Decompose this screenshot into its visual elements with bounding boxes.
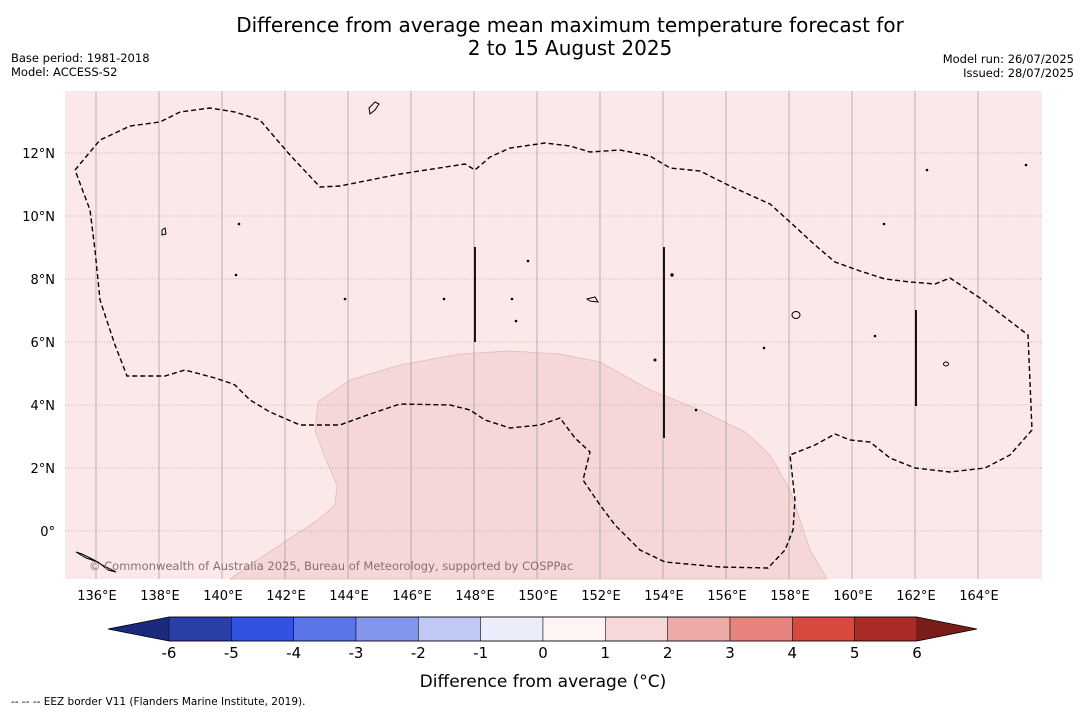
colorbar-tick-label: 2	[663, 644, 673, 662]
colorbar-cell	[542, 616, 606, 642]
lon-label: 146°E	[392, 589, 432, 604]
lon-label: 158°E	[770, 589, 810, 604]
lat-label: 2°N	[31, 462, 56, 477]
lon-label: 148°E	[455, 589, 495, 604]
lat-label: 0°	[40, 525, 55, 540]
colorbar-tick-label: 5	[850, 644, 860, 662]
lon-label: 162°E	[896, 589, 936, 604]
colorbar-tick-label: 6	[912, 644, 922, 662]
lat-label: 12°N	[22, 147, 55, 162]
title-line-1: Difference from average mean maximum tem…	[236, 13, 904, 37]
colorbar-over-arrow	[917, 617, 977, 641]
lon-label: 160°E	[833, 589, 873, 604]
colorbar-cell	[418, 616, 481, 642]
colorbar-outline	[107, 616, 978, 642]
colorbar-cell	[792, 616, 855, 642]
colorbar-cell	[605, 616, 668, 642]
colorbar-cell	[729, 616, 793, 642]
title-line-2: 2 to 15 August 2025	[467, 36, 673, 60]
colorbar-cell	[168, 616, 232, 642]
lon-label: 164°E	[959, 589, 999, 604]
colorbar-tick-label: -4	[286, 644, 301, 662]
colorbar-tick-label: -3	[349, 644, 364, 662]
lat-label: 8°N	[31, 273, 56, 288]
lon-label: 140°E	[203, 589, 243, 604]
lon-label: 156°E	[707, 589, 747, 604]
colorbar-tick-label: 3	[725, 644, 735, 662]
colorbar-tick-label: -2	[411, 644, 426, 662]
colorbar-cell	[480, 616, 544, 642]
lon-label: 136°E	[77, 589, 117, 604]
latitude-labels: 12°N 10°N 8°N 6°N 4°N 2°N 0°	[22, 147, 55, 540]
copyright-text: © Commonwealth of Australia 2025, Bureau…	[89, 559, 573, 573]
colorbar: -6 -5 -4 -3 -2 -1 0 1 2 3 4 5 6 Difference from aver…	[107, 616, 978, 692]
colorbar-label: Difference from average (°C)	[420, 672, 667, 692]
colorbar-cell	[231, 616, 294, 642]
meta-left: Base period: 1981-2018 Model: ACCESS-S2	[11, 51, 150, 79]
base-period: Base period: 1981-2018	[11, 51, 150, 65]
colorbar-tick-label: 0	[538, 644, 548, 662]
colorbar-tick-label: 1	[601, 644, 611, 662]
colorbar-tick-label: 4	[788, 644, 798, 662]
meta-right: Model run: 26/07/2025 Issued: 28/07/2025	[943, 52, 1074, 80]
boundary-segments	[474, 247, 917, 438]
islands	[75, 101, 1028, 573]
eez-footnote: -- -- -- EEZ border V11 (Flanders Marine…	[11, 696, 306, 708]
colorbar-tick-label: -5	[224, 644, 239, 662]
eez-borders	[74, 107, 1033, 569]
model-run: Model run: 26/07/2025	[942, 52, 1074, 66]
lon-label: 152°E	[581, 589, 621, 604]
lon-label: 138°E	[140, 589, 180, 604]
colorbar-tick-label: -6	[162, 644, 177, 662]
gridlines	[65, 91, 1042, 579]
colorbar-tick-label: -1	[473, 644, 488, 662]
anomaly-region	[228, 350, 828, 580]
model-name: Model: ACCESS-S2	[11, 65, 118, 79]
colorbar-cell	[355, 616, 419, 642]
colorbar-cell	[293, 616, 357, 642]
issued-date: Issued: 28/07/2025	[963, 66, 1074, 80]
lon-label: 144°E	[329, 589, 369, 604]
lon-label: 142°E	[266, 589, 306, 604]
lat-label: 10°N	[22, 210, 55, 225]
lon-label: 154°E	[644, 589, 684, 604]
colorbar-cell	[854, 616, 918, 642]
lat-label: 4°N	[31, 399, 56, 414]
lon-label: 150°E	[518, 589, 558, 604]
longitude-labels: 136°E 138°E 140°E 142°E 144°E 146°E 148°…	[77, 589, 999, 604]
colorbar-cell	[667, 616, 731, 642]
lat-label: 6°N	[31, 336, 56, 351]
map-title: Difference from average mean maximum tem…	[0, 14, 1085, 60]
colorbar-under-arrow	[108, 617, 169, 641]
